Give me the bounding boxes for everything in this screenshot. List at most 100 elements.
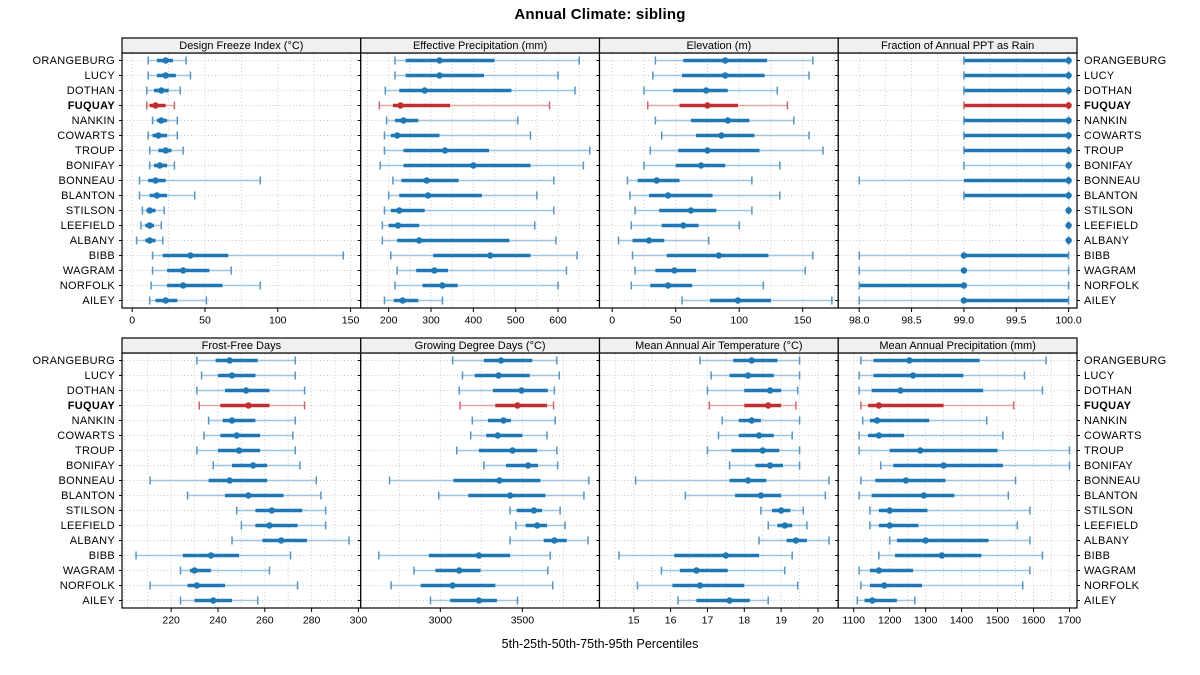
median-dot [671, 267, 678, 274]
median-dot [1065, 147, 1072, 154]
median-dot [207, 552, 215, 559]
row-label-right: LUCY [1084, 370, 1115, 382]
axis-tick-label: 400 [465, 315, 483, 327]
median-dot [1065, 117, 1072, 124]
axis-tick-label: 1700 [1058, 615, 1082, 627]
row-label-right: TROUP [1084, 445, 1124, 457]
row-label-left: COWARTS [57, 130, 115, 142]
axis-tick-label: 99.0 [954, 315, 975, 327]
median-dot [162, 147, 169, 154]
median-dot [792, 537, 800, 544]
median-dot [722, 552, 730, 559]
strip-title: Elevation (m) [686, 40, 751, 52]
median-dot [226, 477, 233, 484]
median-dot [487, 252, 494, 259]
row-label-left: LUCY [84, 370, 115, 382]
row-label-left: LUCY [84, 70, 115, 82]
median-dot [960, 267, 968, 274]
median-dot [421, 87, 428, 94]
row-label-right: STILSON [1084, 505, 1133, 517]
median-dot [530, 507, 538, 514]
axis-tick-label: 1600 [1022, 615, 1046, 627]
row-label-right: FUQUAY [1084, 100, 1132, 112]
median-dot [960, 252, 968, 259]
median-dot [722, 57, 729, 64]
strip-title: Mean Annual Precipitation (mm) [879, 340, 1036, 352]
row-label-left: BONIFAY [66, 460, 115, 472]
median-dot [718, 132, 725, 139]
median-dot [1065, 207, 1072, 214]
median-dot [1065, 192, 1072, 199]
median-dot [470, 162, 477, 169]
row-label-right: STILSON [1084, 205, 1133, 217]
median-dot [1065, 102, 1072, 109]
median-dot [1065, 87, 1072, 94]
median-dot [436, 72, 443, 79]
median-dot [886, 522, 893, 529]
median-dot [228, 417, 236, 424]
row-label-left: COWARTS [57, 430, 115, 442]
median-dot [156, 162, 164, 169]
median-dot [146, 207, 153, 214]
row-label-right: BONNEAU [1084, 175, 1141, 187]
row-label-right: BIBB [1084, 250, 1110, 262]
median-dot [1065, 132, 1072, 139]
axis-tick-label: 20 [812, 615, 824, 627]
row-label-left: FUQUAY [68, 400, 116, 412]
row-label-left: BONIFAY [66, 160, 115, 172]
median-dot [680, 222, 687, 229]
median-dot [1065, 222, 1072, 229]
median-dot [496, 477, 503, 484]
median-dot [397, 102, 404, 109]
median-dot [734, 297, 742, 304]
median-dot [1065, 162, 1072, 169]
median-dot [152, 102, 159, 109]
median-dot [268, 507, 276, 514]
median-dot [242, 387, 250, 394]
axis-tick-label: 1500 [986, 615, 1010, 627]
row-label-right: BONNEAU [1084, 475, 1141, 487]
median-dot [400, 117, 407, 124]
median-dot [664, 282, 672, 289]
axis-tick-label: 240 [209, 615, 227, 627]
median-dot [715, 252, 723, 259]
row-label-left: NORFOLK [60, 280, 116, 292]
median-dot [766, 387, 774, 394]
median-dot [494, 432, 501, 439]
row-label-left: STILSON [66, 505, 115, 517]
axis-tick-label: 300 [350, 615, 368, 627]
median-dot [704, 147, 711, 154]
row-label-left: BONNEAU [59, 175, 116, 187]
median-dot [748, 417, 755, 424]
median-dot [759, 447, 766, 454]
row-label-right: NANKIN [1084, 115, 1127, 127]
strip-title: Mean Annual Air Temperature (°C) [635, 340, 802, 352]
median-dot [266, 522, 273, 529]
axis-tick-label: 50 [199, 315, 211, 327]
median-dot [744, 372, 752, 379]
row-label-left: BONNEAU [59, 475, 116, 487]
median-dot [152, 177, 159, 184]
axis-tick-label: 600 [549, 315, 567, 327]
median-dot [960, 297, 968, 304]
axis-tick-label: 15 [628, 615, 640, 627]
median-dot [765, 402, 772, 409]
row-label-left: NANKIN [72, 415, 115, 427]
axis-tick-label: 50 [670, 315, 682, 327]
axis-tick-label: 99.5 [1006, 315, 1027, 327]
row-label-right: BLANTON [1084, 190, 1138, 202]
median-dot [500, 417, 507, 424]
row-label-left: ALBANY [70, 235, 116, 247]
median-dot [940, 462, 947, 469]
axis-tick-label: 100 [269, 315, 287, 327]
median-dot [757, 492, 765, 499]
strip-title: Frost-Free Days [202, 340, 282, 352]
row-label-right: DOTHAN [1084, 85, 1132, 97]
median-dot [873, 417, 881, 424]
row-label-left: TROUP [75, 445, 115, 457]
row-label-left: STILSON [66, 205, 115, 217]
median-dot [920, 492, 928, 499]
median-dot [744, 477, 752, 484]
